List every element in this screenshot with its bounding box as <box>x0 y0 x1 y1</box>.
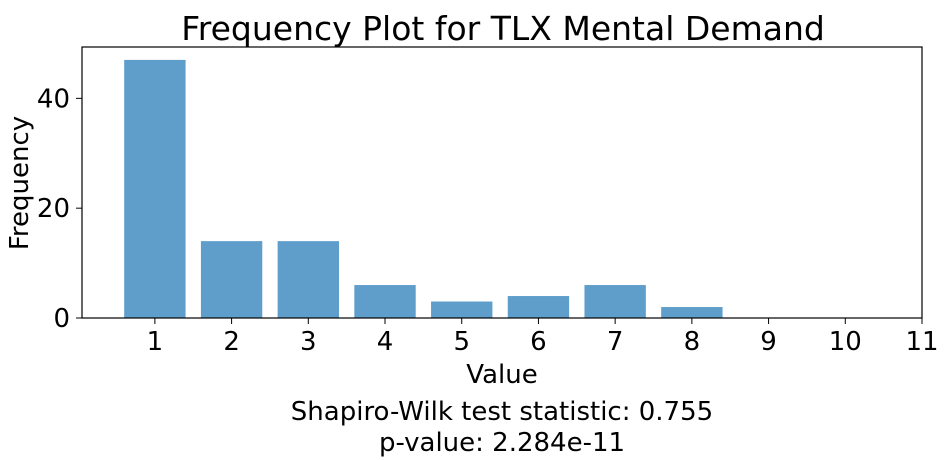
x-tick-label: 6 <box>530 327 547 357</box>
x-tick-label: 1 <box>147 327 164 357</box>
y-tick-label: 20 <box>37 194 70 224</box>
x-tick-label: 9 <box>760 327 777 357</box>
plot-frame <box>81 46 923 319</box>
x-axis-label: Value <box>466 360 537 390</box>
bars-group <box>124 59 723 319</box>
x-tick-label: 4 <box>377 327 394 357</box>
x-axis-ticks: 1 2 3 4 5 6 7 8 9 10 11 <box>147 318 939 357</box>
bar-value-5 <box>431 301 493 318</box>
bar-value-1 <box>124 59 186 319</box>
bar-value-6 <box>507 296 570 318</box>
shapiro-statistic-text: Shapiro-Wilk test statistic: 0.755 <box>291 397 713 427</box>
x-tick-label: 10 <box>829 327 862 357</box>
bar-value-4 <box>354 285 416 318</box>
y-tick-label: 0 <box>53 304 70 334</box>
x-tick-label: 3 <box>300 327 317 357</box>
p-value-text: p-value: 2.284e-11 <box>379 428 625 458</box>
y-tick-label: 40 <box>37 84 70 114</box>
bar-value-8 <box>661 307 723 318</box>
chart-title: Frequency Plot for TLX Mental Demand <box>181 9 825 48</box>
x-tick-label: 5 <box>453 327 470 357</box>
bar-value-2 <box>200 241 263 318</box>
x-tick-label: 2 <box>223 327 240 357</box>
bar-value-3 <box>277 241 339 318</box>
bar-value-7 <box>584 285 646 318</box>
y-axis-ticks: 0 20 40 <box>37 84 82 334</box>
x-tick-label: 7 <box>607 327 624 357</box>
x-tick-label: 8 <box>684 327 701 357</box>
x-tick-label: 11 <box>905 327 938 357</box>
y-axis-label: Frequency <box>5 116 35 250</box>
